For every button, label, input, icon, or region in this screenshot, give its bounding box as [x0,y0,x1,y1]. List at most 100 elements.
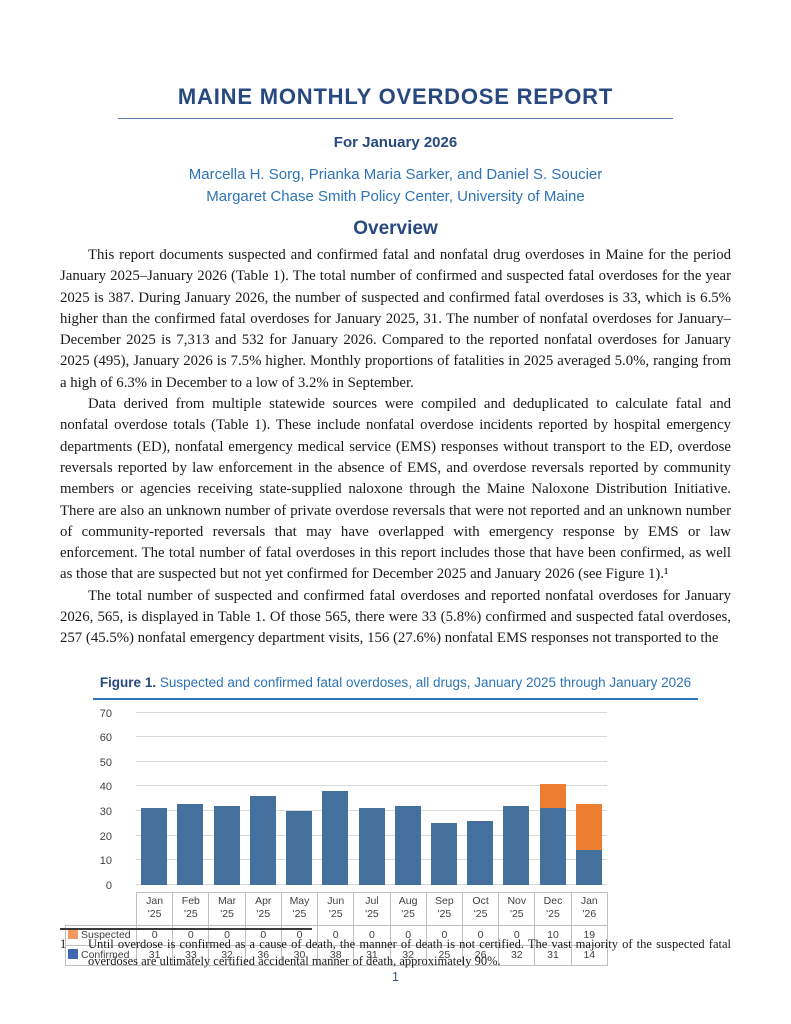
bar-segment-confirmed [539,808,566,885]
suspected-legend-swatch [68,929,78,940]
authors-line-2: Margaret Chase Smith Policy Center, Univ… [206,187,585,205]
overview-body: This report documents suspected and conf… [60,245,731,650]
month-year: '25 [183,908,198,921]
bar-segment-suspected [575,803,602,851]
y-tick-label-10: 10 [99,855,112,868]
bar-stack [286,810,313,885]
bar-segment-confirmed [286,810,313,885]
gridline-70 [136,711,607,713]
month-name: Aug [398,894,418,907]
y-tick-label-60: 60 [99,732,112,745]
bar-stack [394,806,421,885]
chart-area: 0 10 20 30 40 50 60 70 [65,708,731,892]
month-name: Dec [543,894,563,907]
chart-table-body: Jan '25 Feb '25 Mar '25 Apr '25 May '25 Jun '25 Jul '… [65,891,609,966]
month-year: '25 [365,908,379,921]
bar-stack [249,796,276,885]
bar-segment-confirmed [141,808,168,885]
month-name: Mar [218,894,237,907]
y-tick-label-70: 70 [99,707,112,720]
gridline-50 [136,760,607,762]
bar-column-Mar25 [208,713,244,885]
bar-stack [358,808,385,885]
bar-column-Nov25 [498,713,534,885]
figure-1: Figure 1. Suspected and confirmed fatal … [60,675,731,966]
paragraph-2: Data derived from multiple statewide sou… [60,396,731,583]
bar-stack [213,806,240,885]
report-subtitle: For January 2026 [333,134,458,151]
bar-stack [503,806,530,885]
month-year: '25 [546,908,560,921]
authors-line-1: Marcella H. Sorg, Prianka Maria Sarker, … [188,166,603,183]
bar-column-Feb25 [172,713,208,885]
paragraph-1: This report documents suspected and conf… [60,247,731,391]
page-number: 1 [392,970,399,984]
bar-stack [141,808,168,885]
bar-stack [575,803,602,885]
bar-segment-confirmed [430,823,457,885]
value-cell-confirmed: 33 [172,944,210,966]
month-year: '25 [292,908,307,921]
month-name: Nov [507,894,527,907]
bar-column-Jul25 [353,713,389,885]
title-divider [118,118,673,119]
month-header-cell: Jun '25 [317,891,355,926]
chart-table: Jan '25 Feb '25 Mar '25 Apr '25 May '25 Jun '25 Jul '… [65,891,609,966]
month-header-cell: Nov '25 [498,891,536,926]
table-header-row: Jan '25 Feb '25 Mar '25 Apr '25 May '25 Jun '25 Jul '… [66,891,609,926]
table-row-suspected: Suspected 0 0 0 0 0 0 0 0 0 0 0 10 19 [65,924,609,946]
bar-stack [430,823,457,885]
month-year: '25 [256,908,271,921]
footnote-number: 1 [60,937,67,951]
footnote-row: 1 Until overdose is confirmed as a cause… [60,936,731,970]
month-header-cell: Jan '25 [135,891,174,926]
chart-bars [136,713,607,885]
month-name: Oct [472,894,489,907]
y-tick-label-20: 20 [99,830,112,843]
footnote-text: Until overdose is confirmed as a cause o… [88,937,731,968]
bar-column-Apr25 [245,713,281,885]
bar-column-Aug25 [390,713,426,885]
authors-block: Marcella H. Sorg, Prianka Maria Sarker, … [60,164,731,207]
month-year: '26 [582,908,597,921]
y-tick-label-40: 40 [99,781,112,794]
legend-cell-suspected: Suspected [65,924,137,946]
month-name: Jul [365,894,379,907]
bar-segment-confirmed [213,806,240,885]
confirmed-legend-swatch [68,949,78,960]
footnote-divider [60,928,312,930]
month-header-cell: Jan '26 [570,891,609,926]
month-header-cell: Feb '25 [172,891,210,926]
month-name: Apr [255,894,272,907]
month-year: '25 [220,908,234,921]
chart-y-axis: 0 10 20 30 40 50 60 70 [65,708,136,892]
month-year: '25 [328,908,343,921]
y-tick-label-30: 30 [99,805,112,818]
bar-stack [177,803,204,885]
table-row-confirmed: Confirmed 31 33 32 36 30 38 31 32 25 26 32 31 14 [65,944,609,966]
bar-segment-confirmed [358,808,385,885]
figure-caption-text: Suspected and confirmed fatal overdoses,… [156,674,692,690]
month-header-cell: Mar '25 [208,891,246,926]
y-tick-label-0: 0 [105,879,112,892]
footnote: 1 Until overdose is confirmed as a cause… [60,928,731,970]
bar-column-Sep25 [426,713,462,885]
bar-column-Jan25 [136,713,172,885]
month-year: '25 [401,908,415,921]
month-name: Jan [580,894,598,907]
bar-segment-suspected [539,783,566,809]
month-header-cell: May '25 [280,891,319,926]
month-header-cell: Apr '25 [244,891,282,926]
legend-label-suspected: Suspected [81,929,131,942]
value-cell-confirmed: 30 [280,944,319,966]
bar-column-Jan26 [571,713,607,885]
bar-segment-confirmed [394,806,421,885]
overview-heading: Overview [353,218,438,239]
gridline-60 [136,736,607,738]
paragraph-3: The total number of suspected and confir… [60,587,731,647]
bar-column-May25 [281,713,317,885]
bar-segment-confirmed [249,796,276,885]
month-header-cell: Aug '25 [389,891,427,926]
bar-segment-confirmed [575,850,602,885]
